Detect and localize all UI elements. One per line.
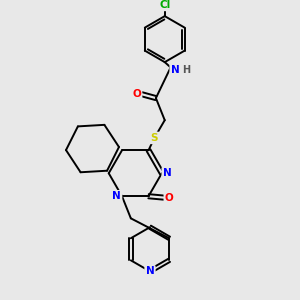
Text: H: H	[182, 65, 190, 75]
Text: O: O	[132, 89, 141, 99]
Text: S: S	[151, 133, 158, 143]
Text: N: N	[112, 191, 121, 201]
Text: N: N	[146, 266, 154, 276]
Text: Cl: Cl	[159, 0, 170, 10]
Text: O: O	[165, 193, 173, 203]
Text: N: N	[171, 65, 179, 75]
Text: N: N	[163, 168, 172, 178]
